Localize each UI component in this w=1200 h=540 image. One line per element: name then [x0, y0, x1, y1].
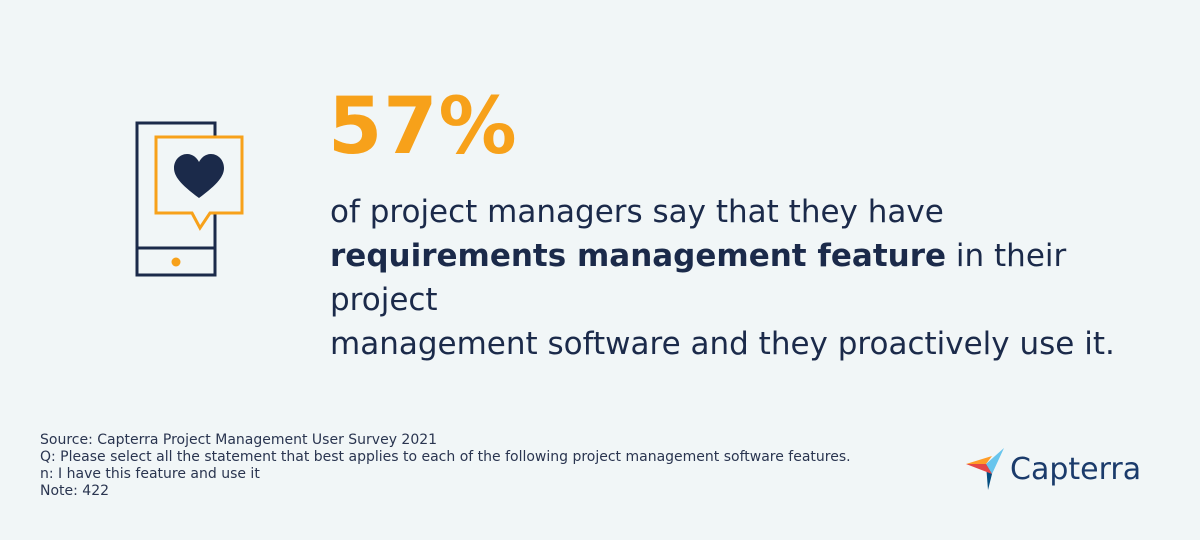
- statement-text: in their project: [330, 238, 1067, 318]
- footnote: n: I have this feature and use it: [40, 466, 260, 482]
- statement-text: management software and they proactively…: [330, 326, 1115, 362]
- footnote: Q: Please select all the statement that …: [40, 449, 851, 465]
- logo-mark: [966, 448, 1004, 490]
- logo-text: Capterra: [1010, 451, 1142, 487]
- footnote: Note: 422: [40, 483, 110, 499]
- statement-text: of project managers say that they have: [330, 194, 944, 230]
- statement-highlight: requirements management feature: [330, 238, 947, 274]
- footnote: Source: Capterra Project Management User…: [40, 432, 438, 448]
- phone-icon: [135, 121, 244, 277]
- logo: Capterra: [966, 448, 1141, 490]
- footnotes: Source: Capterra Project Management User…: [40, 432, 851, 500]
- statement: of project managers say that they have re…: [330, 190, 1170, 366]
- stat-value: 57%: [328, 82, 518, 172]
